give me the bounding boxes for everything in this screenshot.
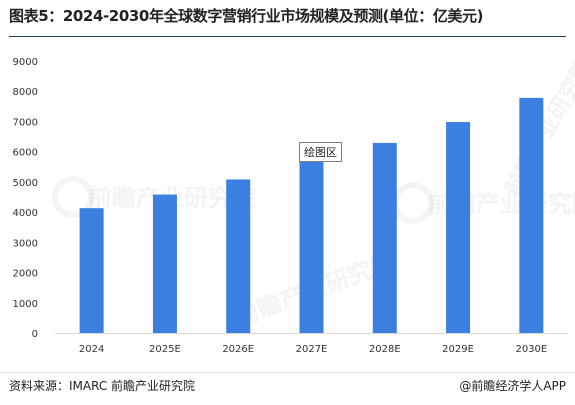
- bars: [79, 97, 544, 333]
- y-tick-label: 3000: [13, 238, 38, 249]
- plot-area-tag: 绘图区: [299, 142, 342, 162]
- footer-divider: [0, 372, 575, 373]
- bar-2027E: [299, 161, 324, 333]
- y-tick-label: 7000: [13, 117, 38, 128]
- bar-2024: [79, 208, 104, 333]
- y-tick-label: 8000: [13, 87, 38, 98]
- y-axis: 0 1000 2000 3000 4000 5000 6000 7000 8000 9000: [13, 57, 38, 340]
- y-tick-label: 2000: [13, 269, 38, 280]
- y-tick-label: 5000: [13, 178, 38, 189]
- watermark-logo-icon: [52, 176, 94, 218]
- x-tick-label: 2025E: [149, 344, 181, 355]
- y-tick-label: 0: [32, 329, 38, 340]
- y-tick-label: 4000: [13, 208, 38, 219]
- y-tick-label: 6000: [13, 148, 38, 159]
- x-tick-label: 2029E: [442, 344, 474, 355]
- bar-2026E: [226, 179, 251, 333]
- bar-2025E: [152, 194, 177, 333]
- bar-2029E: [446, 122, 471, 333]
- y-tick-label: 1000: [13, 299, 38, 310]
- x-tick-label: 2024: [79, 344, 104, 355]
- bar-2028E: [372, 142, 397, 333]
- x-tick-label: 2028E: [369, 344, 401, 355]
- y-tick-label: 9000: [13, 57, 38, 68]
- x-tick-label: 2027E: [296, 344, 328, 355]
- x-axis: 2024 2025E 2026E 2027E 2028E 2029E 2030E: [79, 344, 547, 355]
- bar-2030E: [519, 97, 544, 333]
- title-divider: [9, 36, 566, 37]
- source-note: 资料来源：IMARC 前瞻产业研究院: [9, 379, 196, 393]
- x-tick-label: 2026E: [222, 344, 254, 355]
- chart-title: 图表5：2024-2030年全球数字营销行业市场规模及预测(单位：亿美元): [9, 7, 484, 25]
- bar-chart: 0 1000 2000 3000 4000 5000 6000 7000 8000 9000 20…: [13, 57, 568, 355]
- brand-credit: @前瞻经济学人APP: [459, 379, 566, 393]
- x-tick-label: 2030E: [515, 344, 547, 355]
